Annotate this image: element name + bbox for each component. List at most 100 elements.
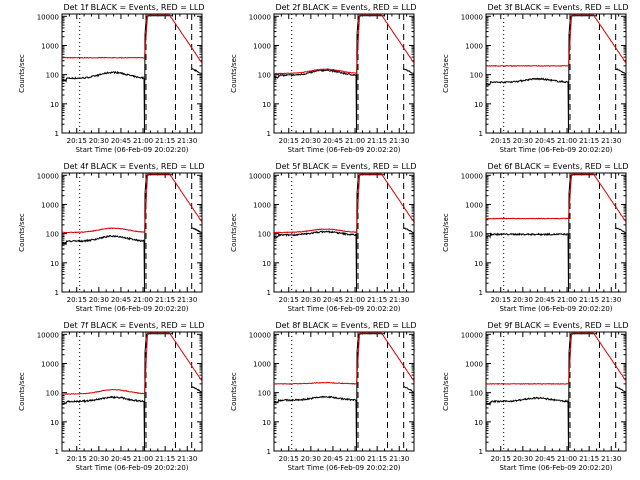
plot-frame xyxy=(485,172,627,293)
x-axis-label: Start Time (06-Feb-09 20:02:20) xyxy=(499,305,612,313)
x-axis-label: Start Time (06-Feb-09 20:02:20) xyxy=(287,305,400,313)
x-tick-label: 21:30 xyxy=(601,455,621,463)
y-tick-label: 10 xyxy=(262,260,271,268)
x-tick-label: 20:45 xyxy=(323,455,343,463)
y-tick-label: 1 xyxy=(267,448,271,456)
x-tick-label: 20:15 xyxy=(491,137,511,145)
y-tick-label: 1 xyxy=(55,289,59,297)
lld-series-line xyxy=(486,332,626,385)
x-tick-label: 20:30 xyxy=(513,296,533,304)
y-tick-label: 10 xyxy=(50,419,59,427)
x-axis-label: Start Time (06-Feb-09 20:02:20) xyxy=(499,146,612,154)
x-tick-label: 21:00 xyxy=(345,137,365,145)
x-tick-label: 20:30 xyxy=(89,455,109,463)
panel-2: Det 2f BLACK = Events, RED = LLD 1 10 100 10… xyxy=(230,3,417,154)
panel-1: Det 1f BLACK = Events, RED = LLD 1 10 100 10… xyxy=(18,3,205,154)
y-tick-label: 1000 xyxy=(465,201,483,209)
y-axis-label: Counts/sec xyxy=(442,213,450,252)
x-tick-label: 21:30 xyxy=(177,137,197,145)
events-tail-line xyxy=(615,386,626,393)
y-tick-label: 10000 xyxy=(461,172,483,180)
lld-series-line xyxy=(274,14,414,75)
panel-title: Det 4f BLACK = Events, RED = LLD xyxy=(63,162,204,171)
events-tail-line xyxy=(615,227,626,234)
events-tail-line xyxy=(191,227,202,234)
panel-6: Det 6f BLACK = Events, RED = LLD 1 10 100 10… xyxy=(442,162,629,313)
y-tick-label: 1 xyxy=(267,289,271,297)
plot-frame xyxy=(485,331,627,452)
events-series-line xyxy=(62,333,173,451)
events-series-line xyxy=(62,174,173,292)
panel-title: Det 1f BLACK = Events, RED = LLD xyxy=(63,3,204,12)
x-tick-label: 20:30 xyxy=(301,455,321,463)
panel-4: Det 4f BLACK = Events, RED = LLD 1 10 100 10… xyxy=(18,162,205,313)
events-tail-line xyxy=(191,386,202,393)
x-tick-label: 20:45 xyxy=(111,455,131,463)
events-series-line xyxy=(274,333,385,451)
x-tick-label: 21:15 xyxy=(367,137,387,145)
y-tick-label: 1000 xyxy=(253,42,271,50)
y-tick-label: 10000 xyxy=(461,331,483,339)
y-axis-label: Counts/sec xyxy=(230,372,238,411)
y-tick-label: 10000 xyxy=(37,331,59,339)
x-tick-label: 21:30 xyxy=(389,296,409,304)
panel-title: Det 6f BLACK = Events, RED = LLD xyxy=(487,162,628,171)
x-axis-label: Start Time (06-Feb-09 20:02:20) xyxy=(287,146,400,154)
x-tick-label: 21:00 xyxy=(557,296,577,304)
x-tick-label: 20:30 xyxy=(89,296,109,304)
x-tick-label: 20:15 xyxy=(491,296,511,304)
y-tick-label: 1000 xyxy=(253,201,271,209)
x-tick-label: 21:15 xyxy=(155,296,175,304)
x-axis-label: Start Time (06-Feb-09 20:02:20) xyxy=(75,305,188,313)
y-tick-label: 100 xyxy=(46,72,59,80)
panel-8: Det 8f BLACK = Events, RED = LLD 1 10 100 10… xyxy=(230,321,417,472)
x-tick-label: 21:00 xyxy=(133,296,153,304)
x-tick-label: 20:15 xyxy=(279,455,299,463)
events-tail-line xyxy=(403,227,414,234)
events-series-line xyxy=(62,15,173,133)
y-tick-label: 1 xyxy=(55,448,59,456)
y-tick-label: 10000 xyxy=(461,13,483,21)
y-tick-label: 1 xyxy=(55,130,59,138)
events-tail-line xyxy=(403,386,414,393)
y-tick-label: 1000 xyxy=(41,360,59,368)
x-tick-label: 21:30 xyxy=(389,455,409,463)
y-axis-label: Counts/sec xyxy=(18,213,26,252)
x-tick-label: 21:15 xyxy=(579,296,599,304)
panel-title: Det 5f BLACK = Events, RED = LLD xyxy=(275,162,416,171)
x-tick-label: 21:15 xyxy=(579,455,599,463)
plot-frame xyxy=(61,331,203,452)
x-tick-label: 20:15 xyxy=(279,137,299,145)
y-tick-label: 1000 xyxy=(41,42,59,50)
x-tick-label: 20:15 xyxy=(491,455,511,463)
x-tick-label: 20:45 xyxy=(323,137,343,145)
events-series-line xyxy=(274,174,385,292)
y-tick-label: 10 xyxy=(262,419,271,427)
x-tick-label: 21:00 xyxy=(345,455,365,463)
x-tick-label: 21:15 xyxy=(367,296,387,304)
events-series-line xyxy=(486,15,597,133)
x-tick-label: 20:45 xyxy=(535,137,555,145)
panel-title: Det 7f BLACK = Events, RED = LLD xyxy=(63,321,204,330)
y-tick-label: 1000 xyxy=(253,360,271,368)
x-axis-label: Start Time (06-Feb-09 20:02:20) xyxy=(499,464,612,472)
y-tick-label: 100 xyxy=(46,390,59,398)
x-tick-label: 21:15 xyxy=(367,455,387,463)
panel-7: Det 7f BLACK = Events, RED = LLD 1 10 100 10… xyxy=(18,321,205,472)
plot-frame xyxy=(273,331,415,452)
lld-series-line xyxy=(62,332,202,396)
x-tick-label: 21:00 xyxy=(557,455,577,463)
lld-series-line xyxy=(486,14,626,67)
y-tick-label: 1 xyxy=(479,289,483,297)
y-tick-label: 10 xyxy=(474,419,483,427)
lld-series-line xyxy=(486,173,626,222)
y-tick-label: 10 xyxy=(474,260,483,268)
y-tick-label: 100 xyxy=(258,72,271,80)
x-tick-label: 21:00 xyxy=(557,137,577,145)
x-tick-label: 20:45 xyxy=(323,296,343,304)
y-tick-label: 100 xyxy=(470,390,483,398)
plot-frame xyxy=(485,13,627,134)
y-tick-label: 10 xyxy=(50,101,59,109)
x-tick-label: 21:30 xyxy=(177,296,197,304)
y-tick-label: 10 xyxy=(474,101,483,109)
